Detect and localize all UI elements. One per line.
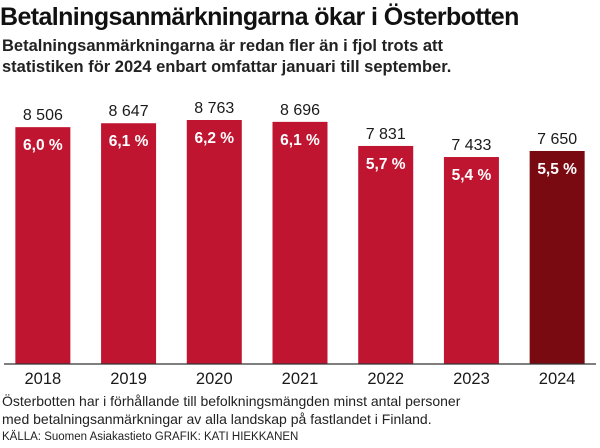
bar-percent-label: 6,0 % [23, 137, 63, 154]
bar-percent-label: 5,7 % [366, 156, 406, 173]
x-tick-label: 2022 [367, 370, 404, 388]
bar-percent-label: 6,2 % [194, 130, 234, 147]
x-tick-label: 2018 [24, 370, 61, 388]
x-tick-label: 2020 [196, 370, 233, 388]
bar [101, 123, 157, 364]
bar [15, 127, 71, 364]
bar [529, 150, 585, 364]
x-tick-label: 2024 [539, 370, 576, 388]
footnote-line: Österbotten har i förhållande till befol… [2, 393, 461, 409]
bar-chart: 8 506 6,0 % 8 647 6,1 % 8 763 6,2 % 8 696 6,1 %… [4, 100, 596, 388]
bar-percent-label: 6,1 % [280, 132, 320, 149]
bar-value-label: 7 433 [451, 137, 491, 154]
bar-percent-label: 6,1 % [109, 133, 149, 150]
bar-value-label: 8 647 [109, 103, 149, 120]
bar-value-label: 7 831 [366, 126, 406, 143]
footnote: Österbotten har i förhållande till befol… [2, 392, 598, 428]
bar-value-label: 8 696 [280, 102, 320, 119]
bar [272, 121, 328, 364]
bars-layer: 8 506 6,0 % 8 647 6,1 % 8 763 6,2 % 8 696 6,1 %… [15, 100, 585, 364]
bar-percent-label: 5,5 % [537, 161, 577, 178]
source-credit: KÄLLA: Suomen Asiakastieto GRAFIK: KATI … [2, 431, 299, 443]
x-tick-label: 2021 [282, 370, 319, 388]
subtitle-line: statistiken för 2024 enbart omfattar jan… [2, 58, 452, 76]
subtitle-line: Betalningsanmärkningarna är redan fler ä… [2, 37, 444, 55]
footnote-line: med betalningsanmärkningar av alla lands… [2, 411, 432, 427]
bar [443, 157, 499, 364]
chart-subtitle: Betalningsanmärkningarna är redan fler ä… [2, 36, 598, 78]
bar-value-label: 7 650 [537, 131, 577, 148]
bar-value-label: 8 506 [23, 107, 63, 124]
bar [358, 145, 414, 364]
x-tick-label: 2023 [453, 370, 490, 388]
x-tick-label: 2019 [110, 370, 147, 388]
chart-title: Betalningsanmärkningarna ökar i Österbot… [0, 3, 519, 31]
bar [186, 120, 242, 364]
x-tick-labels: 2018 2019 2020 2021 2022 2023 2024 [24, 370, 575, 388]
bar-percent-label: 5,4 % [452, 167, 492, 184]
bar-value-label: 8 763 [194, 100, 234, 117]
